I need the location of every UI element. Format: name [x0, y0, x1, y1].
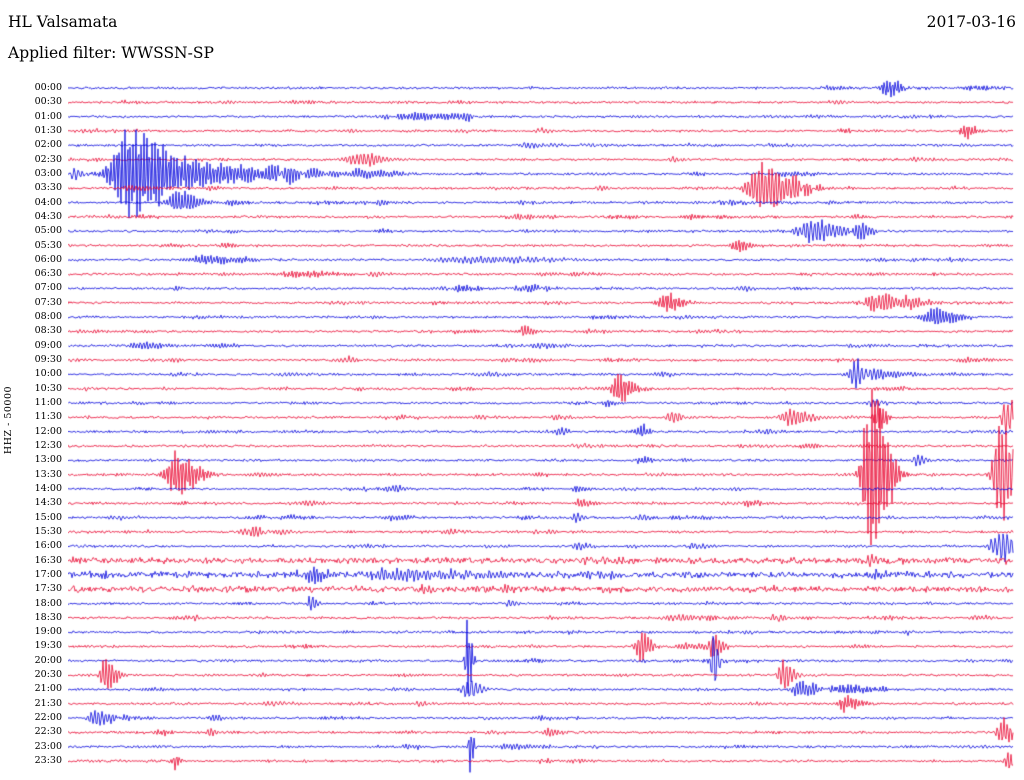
time-label: 09:30: [34, 354, 62, 366]
time-label: 13:30: [34, 468, 62, 480]
time-label: 21:00: [34, 683, 62, 695]
time-label: 15:00: [34, 511, 62, 523]
time-label: 23:00: [34, 740, 62, 752]
time-label: 03:30: [34, 182, 62, 194]
channel-scale-label: HHZ - 50000: [3, 385, 14, 455]
time-label: 17:00: [34, 568, 62, 580]
date-label: 2017-03-16: [926, 13, 1016, 31]
time-label: 12:00: [34, 425, 62, 437]
time-label: 11:00: [34, 397, 62, 409]
time-label: 22:30: [34, 726, 62, 738]
time-label: 17:30: [34, 583, 62, 595]
time-label: 15:30: [34, 525, 62, 537]
filter-label: Applied filter: WWSSN-SP: [8, 44, 214, 62]
time-label: 00:30: [34, 96, 62, 108]
time-label: 16:30: [34, 554, 62, 566]
time-label: 16:00: [34, 540, 62, 552]
time-label: 14:00: [34, 482, 62, 494]
time-label: 03:00: [34, 167, 62, 179]
time-label: 14:30: [34, 497, 62, 509]
time-label: 18:00: [34, 597, 62, 609]
time-label: 02:00: [34, 139, 62, 151]
time-label: 20:30: [34, 669, 62, 681]
time-label: 18:30: [34, 611, 62, 623]
time-label: 06:30: [34, 268, 62, 280]
time-label: 05:00: [34, 225, 62, 237]
time-label: 09:00: [34, 339, 62, 351]
time-label: 07:00: [34, 282, 62, 294]
helicorder-canvas: [68, 70, 1014, 780]
time-label: 12:30: [34, 440, 62, 451]
time-label: 11:30: [34, 411, 62, 423]
time-label: 20:00: [34, 654, 62, 666]
time-label: 01:30: [34, 124, 62, 136]
time-label: 23:30: [34, 755, 62, 767]
time-label: 07:30: [34, 296, 62, 308]
time-label: 00:00: [34, 82, 62, 93]
station-title: HL Valsamata: [8, 13, 118, 31]
time-label: 05:30: [34, 239, 62, 251]
time-label: 10:30: [34, 382, 62, 394]
time-label: 21:30: [34, 697, 62, 709]
time-label: 04:00: [34, 196, 62, 208]
time-label: 06:00: [34, 253, 62, 265]
time-label: 02:30: [34, 153, 62, 165]
time-label: 19:00: [34, 626, 62, 638]
time-label: 08:00: [34, 311, 62, 323]
time-label: 04:30: [34, 210, 62, 222]
time-label: 08:30: [34, 325, 62, 337]
time-label: 10:00: [34, 368, 62, 380]
time-label: 13:00: [34, 454, 62, 466]
time-label: 22:00: [34, 712, 62, 724]
time-label: 19:30: [34, 640, 62, 652]
time-label: 01:00: [34, 110, 62, 122]
